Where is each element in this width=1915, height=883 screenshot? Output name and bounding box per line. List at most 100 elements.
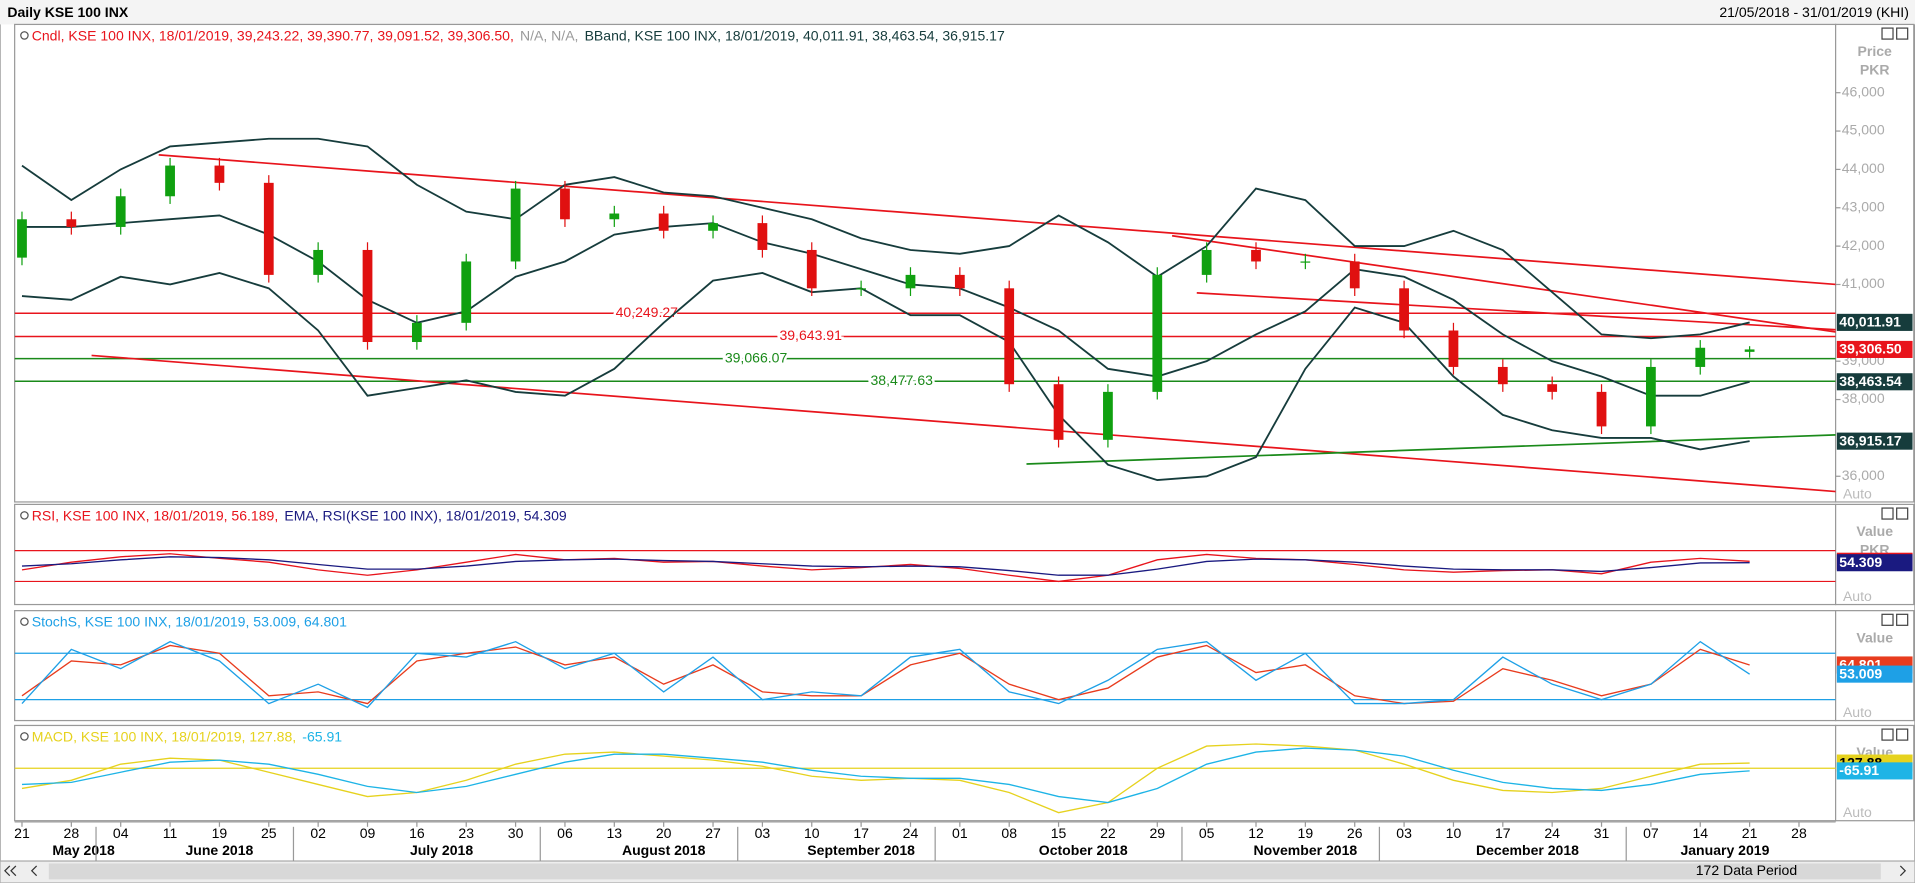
axis-frame [1835,23,1915,503]
candle-body [1251,249,1261,262]
month-label: October 2018 [1039,842,1128,858]
scroll-start-button[interactable] [4,865,17,877]
candle-body [560,188,570,220]
bollinger-band [21,214,1750,397]
candle-body [806,249,817,289]
x-tick-label: 07 [1643,825,1659,841]
panel-maximize-button[interactable] [1881,27,1894,40]
x-tick-label: 24 [903,825,919,841]
x-tick-label: 26 [1347,825,1363,841]
window-title: Daily KSE 100 INX [7,4,129,20]
legend-entry: StochS, KSE 100 INX, 18/01/2019, 53.009,… [32,614,347,630]
value-badge-label: 38,463.54 [1839,373,1902,389]
axis-title: Value [1856,629,1893,645]
month-label: January 2019 [1680,842,1769,858]
panel-plot [14,640,1836,709]
candle-body [1448,330,1459,367]
x-tick-label: 02 [310,825,326,841]
candle-body [1300,261,1311,263]
x-tick-label: 11 [163,825,178,841]
legend-icon [20,617,29,626]
candle-body [510,188,521,262]
candle-body [1497,366,1508,385]
month-label: July 2018 [410,842,473,858]
month-label: November 2018 [1254,842,1358,858]
auto-label: Auto [1843,804,1872,820]
x-tick-label: 27 [705,825,721,841]
month-label: June 2018 [185,842,253,858]
x-tick-label: 19 [1298,825,1314,841]
month-label: August 2018 [622,842,706,858]
candle-body [115,196,126,227]
trend-line [91,354,1836,493]
x-tick-label: 28 [64,825,80,841]
legend-entry: BBand, KSE 100 INX, 18/01/2019, 40,011.9… [585,27,1005,43]
candle-body [362,249,373,343]
panel-close-button[interactable] [1896,27,1909,40]
candle-body [1596,391,1607,427]
scroll-left-button[interactable] [30,865,38,877]
value-badge [1836,432,1913,450]
panel-plot [14,743,1836,814]
x-tick-label: 15 [1051,825,1067,841]
x-tick-label: 05 [1199,825,1215,841]
candle-body [1053,384,1064,440]
legend-icon [20,511,29,520]
panel-close-button[interactable] [1896,507,1909,520]
panel-close-button[interactable] [1896,613,1909,626]
x-tick-label: 31 [1594,825,1610,841]
x-tick-label: 20 [656,825,672,841]
legend-entry: RSI, KSE 100 INX, 18/01/2019, 56.189, [32,507,279,523]
candle-body [856,288,867,290]
title-bar [0,0,1915,25]
legend-entry: Cndl, KSE 100 INX, 18/01/2019, 39,243.22… [32,27,514,43]
indicator-line [21,747,1750,804]
candle-body [609,213,620,220]
y-tick-label: 43,000 [1842,198,1885,214]
value-badge-label: -65.91 [1839,762,1879,778]
y-tick-label: 46,000 [1842,83,1885,99]
level-label: 39,643.91 [779,327,842,343]
scroll-right-button[interactable] [1899,865,1907,877]
candle-body [1103,391,1113,440]
trend-line [1171,234,1836,333]
x-tick-label: 08 [1001,825,1017,841]
value-badge [1836,554,1913,572]
candle-body [17,219,27,258]
bollinger-band [21,137,1750,340]
panel-frame [14,610,1837,722]
candle-body [905,274,916,289]
x-tick-label: 29 [1149,825,1165,841]
date-range: 21/05/2018 - 31/01/2019 (KHI) [1719,4,1909,20]
indicator-line [21,644,1750,705]
x-tick-label: 21 [14,825,30,841]
legend-entry: -65.91 [302,728,342,744]
y-tick-label: 45,000 [1842,122,1885,138]
panel-maximize-button[interactable] [1881,507,1894,520]
scroll-thumb[interactable] [48,863,1881,880]
x-tick-label: 14 [1692,825,1708,841]
panel-maximize-button[interactable] [1881,613,1894,626]
trend-line [1196,292,1836,331]
panel-close-button[interactable] [1896,728,1909,741]
indicator-line [21,556,1750,576]
data-period: 172 Data Period [1696,862,1797,878]
candle-body [263,182,274,275]
y-tick-label: 36,000 [1842,467,1885,483]
panel-maximize-button[interactable] [1881,728,1894,741]
x-tick-label: 03 [1396,825,1412,841]
x-tick-label: 25 [261,825,277,841]
candle-body [1744,349,1755,352]
x-tick-label: 03 [755,825,771,841]
month-label: May 2018 [52,842,115,858]
indicator-line [21,743,1750,814]
trend-line [158,153,1836,286]
candle-body [954,274,965,289]
axis-title: Value [1856,523,1893,539]
candle-body [214,165,225,183]
candle-body [313,249,324,275]
level-label: 38,477.63 [871,372,934,388]
candle-body [1547,384,1558,392]
month-label: September 2018 [807,842,915,858]
